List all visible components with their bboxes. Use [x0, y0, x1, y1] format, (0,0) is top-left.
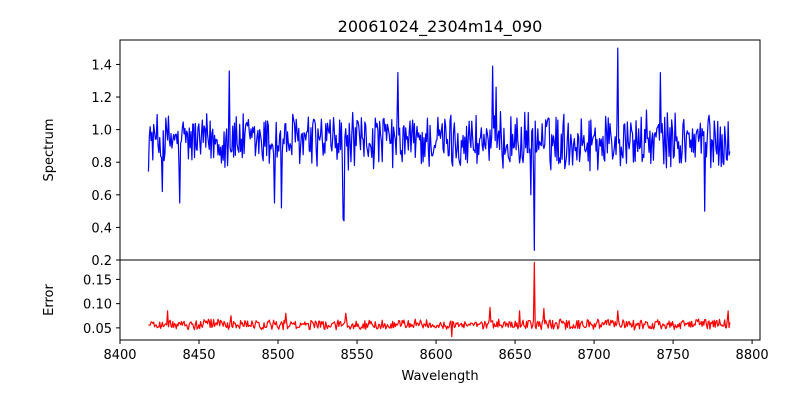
x-tick-label: 8750	[657, 348, 690, 363]
spectrum-ytick-label: 0.6	[91, 189, 112, 204]
error-ytick-label: 0.05	[83, 322, 112, 337]
spectrum-y-ticks: 0.2 0.4 0.6 0.8 1.0 1.2 1.4	[91, 58, 120, 269]
x-tick-label: 8400	[103, 348, 136, 363]
chart-title: 20061024_2304m14_090	[338, 17, 543, 37]
error-panel-frame	[119, 259, 761, 341]
x-axis-label: Wavelength	[401, 369, 478, 384]
error-series-line	[148, 261, 731, 338]
error-panel: 0.05 0.10 0.15 Error	[42, 259, 761, 341]
x-axis-ticks: 8400 8450 8500 8550 8600 8650 8700 8750 8800	[103, 340, 769, 363]
x-tick-label: 8600	[420, 348, 453, 363]
spectrum-ytick-label: 0.4	[91, 221, 112, 236]
spectrum-series-line	[147, 47, 731, 251]
x-tick-label: 8650	[499, 348, 532, 363]
spectrum-ytick-label: 0.2	[91, 254, 112, 269]
error-ylabel: Error	[42, 284, 57, 316]
x-tick-label: 8500	[261, 348, 294, 363]
x-tick-label: 8450	[182, 348, 215, 363]
spectrum-ytick-label: 1.2	[91, 91, 112, 106]
x-tick-label: 8550	[340, 348, 373, 363]
spectrum-ytick-label: 1.0	[91, 124, 112, 139]
error-y-ticks: 0.05 0.10 0.15	[83, 273, 120, 337]
spectrum-panel: 0.2 0.4 0.6 0.8 1.0 1.2 1.4 Spectrum	[42, 39, 761, 269]
error-ytick-label: 0.15	[83, 273, 112, 288]
spectrum-ylabel: Spectrum	[42, 119, 57, 182]
x-tick-label: 8800	[736, 348, 769, 363]
spectrum-ytick-label: 1.4	[91, 58, 112, 73]
x-tick-label: 8700	[578, 348, 611, 363]
error-ytick-label: 0.10	[83, 298, 112, 313]
spectrum-ytick-label: 0.8	[91, 156, 112, 171]
